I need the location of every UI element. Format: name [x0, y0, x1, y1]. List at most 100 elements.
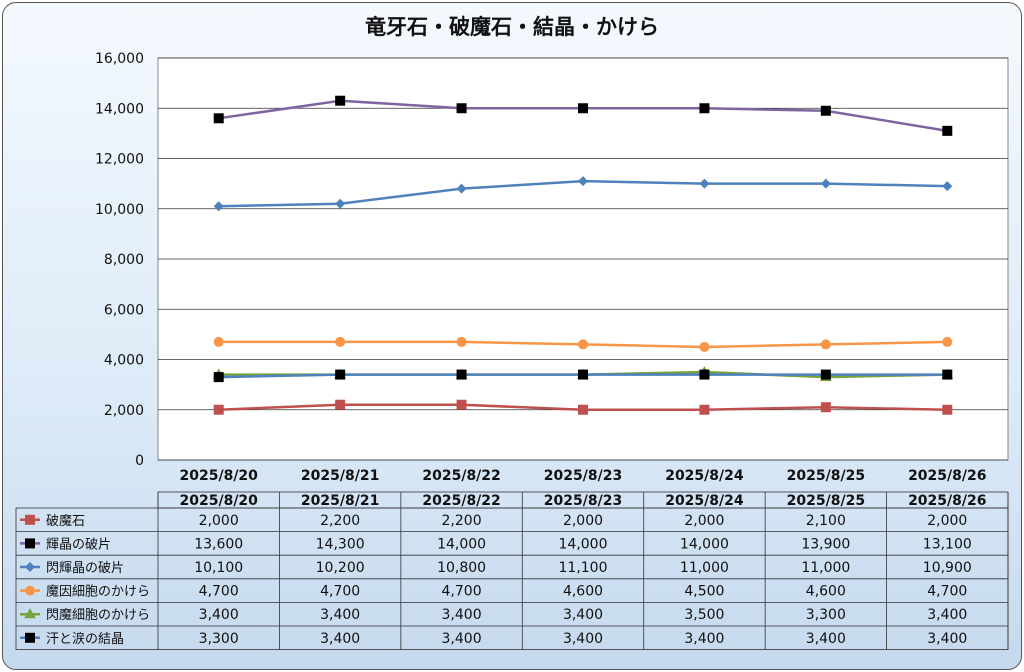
data-point [456, 369, 467, 380]
x-tick-label: 2025/8/26 [908, 468, 986, 484]
data-point [213, 336, 224, 347]
data-point [699, 178, 710, 189]
table-cell: 2,200 [320, 513, 360, 529]
table-header-cell: 2025/8/26 [908, 493, 986, 509]
x-tick-label: 2025/8/21 [301, 468, 379, 484]
series-0 [213, 399, 953, 415]
data-point [213, 201, 224, 212]
data-point [456, 183, 467, 194]
table-cell: 4,600 [563, 584, 603, 600]
series-name: 閃魔細胞のかけら [46, 608, 150, 623]
table-cell: 3,400 [199, 607, 239, 623]
table-cell: 3,400 [927, 607, 967, 623]
data-point [942, 369, 953, 380]
data-point [820, 178, 831, 189]
table-cell: 11,000 [801, 560, 850, 576]
table-cell: 2,200 [442, 513, 482, 529]
table-cell: 3,400 [442, 607, 482, 623]
table-cell: 2,000 [927, 513, 967, 529]
table-cell: 10,200 [316, 560, 365, 576]
data-point [820, 339, 831, 350]
data-point [820, 402, 831, 413]
data-point [456, 399, 467, 410]
data-point [699, 103, 710, 114]
legend-key [20, 585, 40, 596]
data-point [699, 404, 710, 415]
table-cell: 2,000 [199, 513, 239, 529]
y-tick-label: 4,000 [104, 353, 144, 369]
legend-marker [25, 538, 35, 549]
series-5 [213, 369, 953, 383]
table-cell: 4,700 [320, 584, 360, 600]
y-tick-label: 14,000 [95, 101, 144, 117]
data-point [578, 404, 588, 415]
table-cell: 10,900 [923, 560, 972, 576]
data-point [942, 181, 953, 192]
series-name: 破魔石 [46, 514, 85, 529]
series-name: 輝晶の破片 [46, 537, 111, 552]
y-tick-label: 12,000 [95, 152, 144, 168]
legend-key [20, 538, 40, 549]
data-point [213, 113, 224, 124]
table-header-cell: 2025/8/22 [422, 493, 500, 509]
table-cell: 14,000 [437, 536, 486, 552]
x-tick-label: 2025/8/20 [180, 468, 259, 484]
data-point [335, 369, 346, 380]
table-cell: 14,000 [680, 536, 729, 552]
table-cell: 13,100 [923, 536, 972, 552]
legend-key [20, 562, 40, 572]
table-cell: 3,400 [320, 631, 360, 647]
chart-title: 竜牙石・破魔石・結晶・かけら [365, 15, 659, 39]
data-point [335, 95, 346, 106]
legend-marker [25, 585, 35, 596]
table-cell: 3,400 [320, 607, 360, 623]
y-tick-label: 0 [135, 453, 144, 469]
table-cell: 4,700 [442, 584, 482, 600]
table-cell: 14,300 [316, 536, 365, 552]
series-name: 汗と涙の結晶 [46, 631, 124, 647]
table-cell: 13,600 [194, 536, 243, 552]
table-cell: 3,400 [563, 631, 603, 647]
x-tick-label: 2025/8/24 [665, 468, 744, 484]
x-tick-label: 2025/8/22 [422, 468, 500, 484]
table-cell: 11,100 [559, 560, 608, 576]
y-tick-label: 8,000 [104, 252, 144, 268]
table-cell: 3,400 [684, 631, 724, 647]
table-cell: 14,000 [559, 536, 608, 552]
table-cell: 3,300 [199, 631, 239, 647]
table-cell: 10,800 [437, 560, 486, 576]
data-point [820, 105, 831, 116]
data-point [699, 369, 710, 380]
data-point [578, 369, 588, 380]
table-cell: 4,700 [927, 584, 967, 600]
table-header-cell: 2025/8/21 [301, 493, 379, 509]
table-cell: 3,500 [684, 607, 724, 623]
data-point [335, 336, 346, 347]
data-point [820, 369, 831, 380]
legend-key [20, 514, 40, 525]
table-cell: 10,100 [194, 560, 243, 576]
y-tick-label: 16,000 [95, 51, 144, 67]
data-table: 2025/8/20 2025/8/21 2025/8/22 2025/8/23 2025… [15, 491, 1009, 651]
series-2 [213, 176, 953, 212]
legend-marker [25, 632, 35, 643]
table-cell: 3,400 [442, 631, 482, 647]
legend-marker [25, 514, 35, 525]
data-point [335, 399, 346, 410]
data-point [942, 404, 953, 415]
data-point [578, 103, 588, 114]
data-point [942, 125, 953, 136]
table-cell: 3,400 [806, 631, 846, 647]
x-tick-label: 2025/8/25 [787, 468, 865, 484]
legend-marker [24, 608, 36, 619]
legend-marker [25, 562, 35, 572]
data-point [213, 404, 224, 415]
plot-area: 0 2,000 4,000 6,000 8,000 10,000 12,000 14,000 1… [95, 51, 1009, 484]
data-point [578, 176, 588, 187]
table-cell: 3,400 [563, 607, 603, 623]
data-point [213, 372, 224, 383]
table-cell: 3,400 [927, 631, 967, 647]
x-tick-label: 2025/8/23 [544, 468, 622, 484]
table-cell: 4,600 [806, 584, 846, 600]
table-header-cell: 2025/8/23 [544, 493, 622, 509]
